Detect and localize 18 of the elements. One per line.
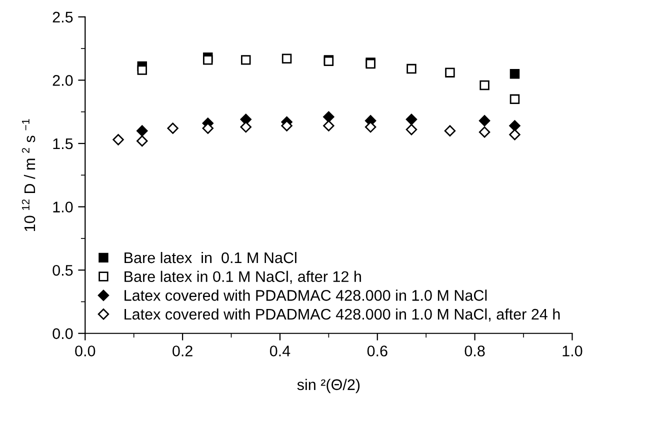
- x-tick-label: 0.0: [75, 346, 96, 356]
- y-axis-title: 10 $^{12}$ D / m $^{2}$ s $^{−1}$: [22, 119, 36, 232]
- x-tick-label: 0.4: [270, 346, 290, 356]
- legend-label: Latex covered with PDADMAC 428.000 in 1.0 M NaCl, after 24 h: [124, 308, 560, 322]
- y-tick-label: 2.5: [52, 12, 73, 23]
- y-tick-label: 1.0: [53, 202, 73, 212]
- legend-label: Latex covered with PDADMAC 428.000 in 1.0 M NaCl: [124, 290, 487, 301]
- x-tick-label: 0.6: [367, 346, 388, 356]
- legend-label: Bare latex in 0.1 M NaCl: [124, 252, 296, 264]
- y-tick-label: 1.5: [53, 138, 73, 150]
- x-tick-label: 0.8: [464, 346, 485, 356]
- y-tick-label: 2.0: [52, 75, 73, 86]
- legend-label: Bare latex in 0.1 M NaCl, after 12 h: [124, 270, 361, 284]
- x-tick-label: 1.0: [562, 346, 582, 356]
- y-tick-label: 0.0: [52, 328, 73, 340]
- x-tick-label: 0.2: [172, 346, 192, 356]
- y-tick-label: 0.5: [52, 264, 73, 276]
- x-axis-title: sin ²(Θ/2): [297, 378, 360, 394]
